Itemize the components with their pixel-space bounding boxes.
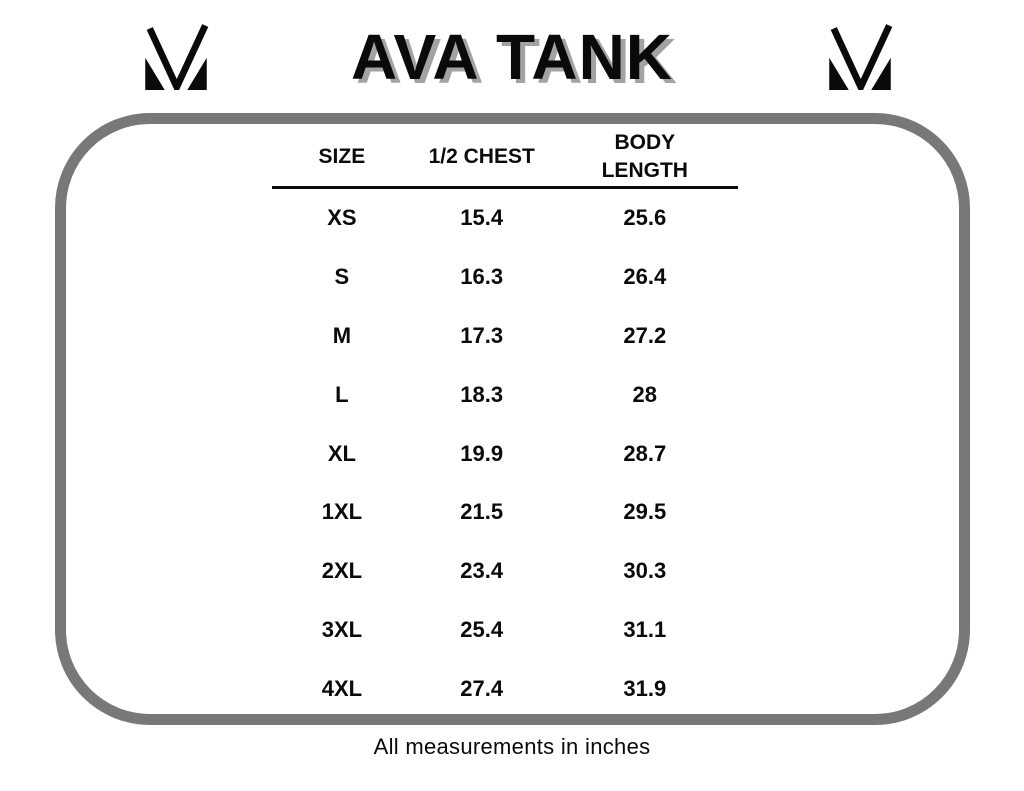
body-length-cell: 28.7 bbox=[623, 440, 667, 466]
table-row: 4XL 27.4 31.9 bbox=[272, 659, 738, 718]
body-length-cell: 27.2 bbox=[623, 322, 667, 348]
page-title: AVA TANK bbox=[350, 21, 674, 93]
size-cell: 2XL bbox=[321, 558, 363, 584]
table-row: M 17.3 27.2 bbox=[272, 307, 738, 366]
size-cell: XL bbox=[327, 440, 356, 466]
size-cell: 1XL bbox=[321, 499, 363, 525]
table-row: 2XL 23.4 30.3 bbox=[272, 542, 738, 601]
size-cell: 4XL bbox=[321, 675, 363, 701]
column-header-size: SIZE bbox=[318, 145, 366, 169]
chart-border-frame bbox=[55, 113, 970, 725]
chest-cell: 21.5 bbox=[460, 499, 504, 525]
brand-m-monogram-icon bbox=[145, 24, 209, 90]
body-length-cell: 30.3 bbox=[623, 558, 667, 584]
table-row: XL 19.9 28.7 bbox=[272, 424, 738, 483]
body-length-cell: 25.6 bbox=[623, 205, 667, 231]
table-row: XS 15.4 25.6 bbox=[272, 189, 738, 248]
size-cell: S bbox=[334, 264, 350, 290]
chest-cell: 27.4 bbox=[460, 675, 504, 701]
table-row: 3XL 25.4 31.1 bbox=[272, 601, 738, 660]
size-cell: XS bbox=[327, 205, 357, 231]
column-header-body-length: BODY LENGTH bbox=[601, 131, 688, 182]
body-length-cell: 26.4 bbox=[623, 264, 667, 290]
brand-m-monogram-icon bbox=[829, 24, 893, 90]
size-cell: 3XL bbox=[321, 616, 363, 642]
table-body: XS 15.4 25.6 S 16.3 26.4 M 17.3 27.2 L 1… bbox=[272, 189, 738, 718]
body-length-cell: 29.5 bbox=[623, 499, 667, 525]
column-header-half-chest: 1/2 CHEST bbox=[428, 145, 535, 169]
measurements-note: All measurements in inches bbox=[373, 734, 651, 759]
table-row: S 16.3 26.4 bbox=[272, 248, 738, 307]
size-table: SIZE 1/2 CHEST BODY LENGTH XS 15.4 25.6 … bbox=[272, 128, 738, 718]
size-cell: M bbox=[332, 322, 352, 348]
table-row: 1XL 21.5 29.5 bbox=[272, 483, 738, 542]
body-length-cell: 31.9 bbox=[623, 675, 667, 701]
chest-cell: 19.9 bbox=[460, 440, 504, 466]
chest-cell: 17.3 bbox=[460, 322, 504, 348]
chest-cell: 16.3 bbox=[460, 264, 504, 290]
chest-cell: 15.4 bbox=[460, 205, 504, 231]
size-cell: L bbox=[335, 381, 349, 407]
chest-cell: 18.3 bbox=[460, 381, 504, 407]
chest-cell: 23.4 bbox=[460, 558, 504, 584]
body-length-cell: 31.1 bbox=[623, 616, 667, 642]
table-header-row: SIZE 1/2 CHEST BODY LENGTH bbox=[272, 128, 738, 189]
body-length-cell: 28 bbox=[632, 381, 658, 407]
table-row: L 18.3 28 bbox=[272, 365, 738, 424]
chest-cell: 25.4 bbox=[460, 616, 504, 642]
